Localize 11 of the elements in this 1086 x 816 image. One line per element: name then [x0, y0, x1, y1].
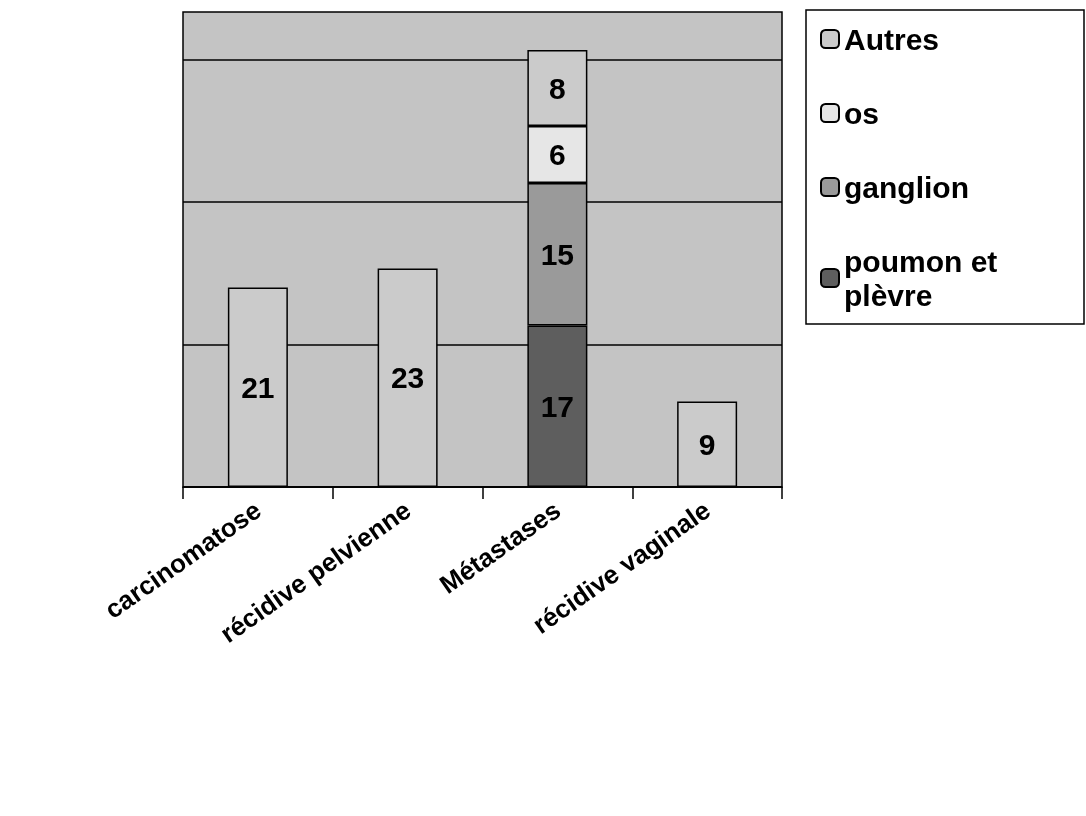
- legend-label: poumon et plèvre: [844, 244, 1006, 312]
- data-label: 15: [540, 237, 575, 271]
- data-label: 9: [698, 427, 716, 461]
- data-label: 8: [549, 71, 566, 105]
- legend-label: os: [844, 96, 880, 130]
- legend-label: Autres: [844, 22, 940, 56]
- data-label: 21: [241, 370, 275, 404]
- data-label: 17: [540, 389, 575, 423]
- data-label: 6: [549, 138, 566, 171]
- legend-label: ganglion: [844, 170, 969, 204]
- data-label: 23: [390, 361, 425, 395]
